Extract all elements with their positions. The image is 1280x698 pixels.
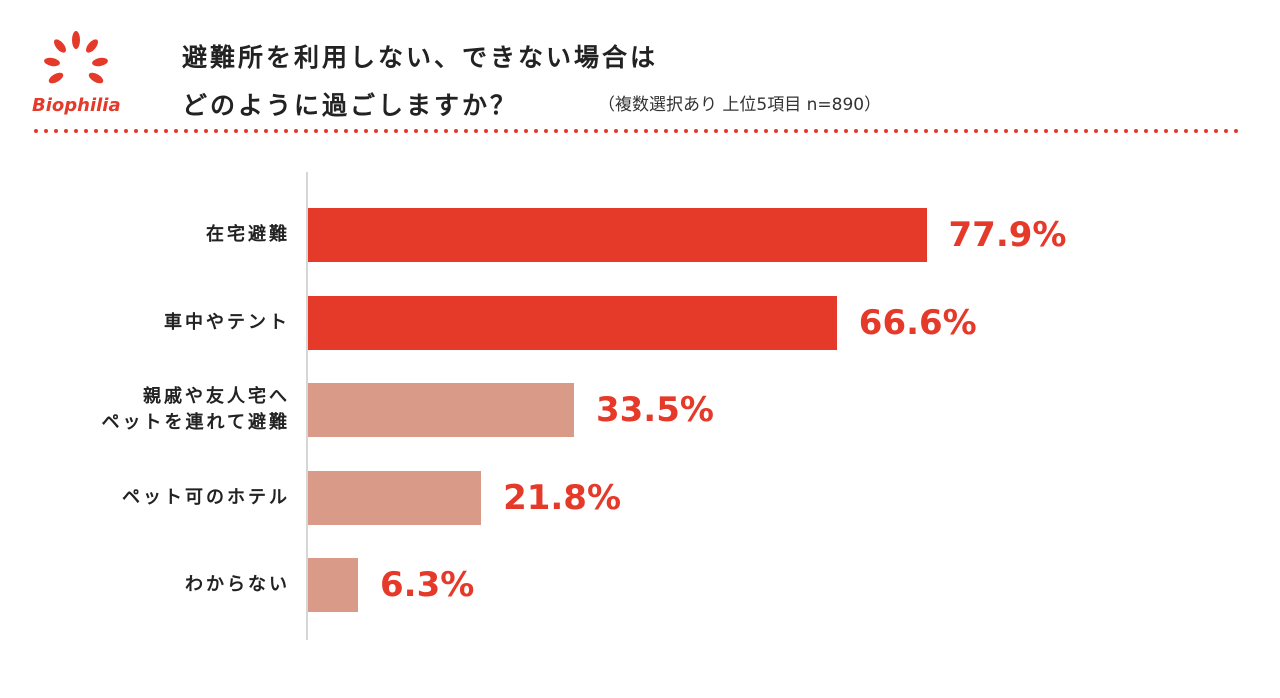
value-label: 33.5%: [595, 390, 714, 430]
bar: [308, 295, 837, 350]
value-label: 77.9%: [948, 215, 1067, 255]
category-label: ペット可のホテル: [122, 486, 290, 508]
category-label: わからない: [185, 574, 290, 595]
value-label: 21.8%: [503, 477, 622, 518]
chart-title: どのように過ごしますか？: [182, 91, 519, 120]
bar: [308, 470, 482, 525]
bar: [308, 383, 574, 437]
category-label: 親戚や友人宅へ ペットを連れて避難: [101, 386, 290, 433]
chart-subtitle: （複数選択あり 上位5項目 n=890）: [598, 95, 882, 115]
category-label: 在宅避難: [206, 224, 290, 245]
chart-title: 避難所を利用しない、できない場合は: [182, 43, 659, 72]
brand-logo: Biophilia: [32, 95, 121, 116]
bar: [308, 208, 927, 262]
value-label: 66.6%: [858, 302, 977, 343]
bar: [308, 558, 359, 612]
logo-wreath: [44, 31, 108, 84]
value-label: 6.3%: [380, 565, 475, 605]
category-label: 車中やテント: [164, 311, 290, 333]
